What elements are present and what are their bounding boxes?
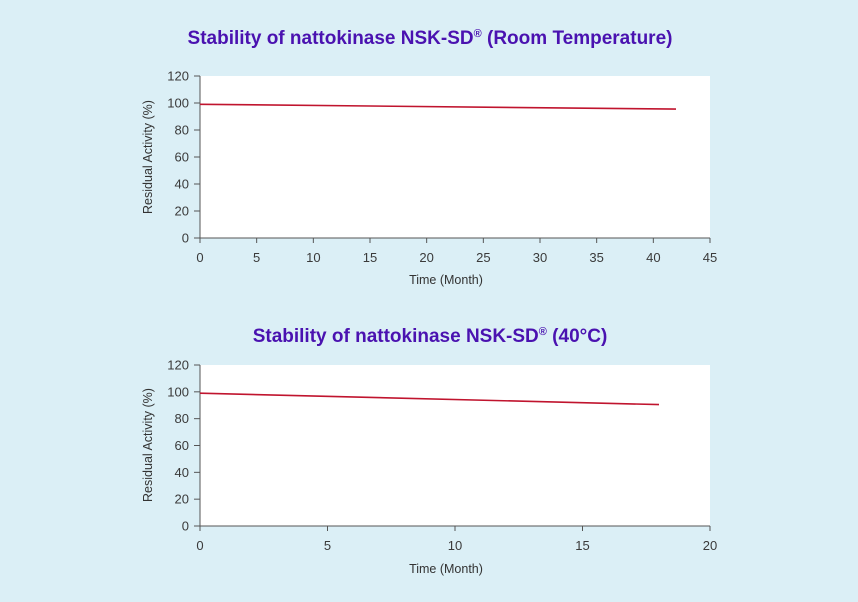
plot-area xyxy=(200,365,710,526)
x-tick-label: 5 xyxy=(253,250,260,265)
x-tick-label: 40 xyxy=(646,250,660,265)
y-tick-label: 60 xyxy=(175,438,189,453)
x-tick-label: 25 xyxy=(476,250,490,265)
x-tick-label: 0 xyxy=(196,538,203,553)
x-tick-label: 5 xyxy=(324,538,331,553)
y-tick-label: 60 xyxy=(175,150,189,165)
y-tick-label: 20 xyxy=(175,204,189,219)
y-tick-label: 120 xyxy=(167,358,189,373)
x-tick-label: 10 xyxy=(306,250,320,265)
y-tick-label: 40 xyxy=(175,177,189,192)
x-axis-label: Time (Month) xyxy=(409,562,483,576)
x-tick-label: 20 xyxy=(419,250,433,265)
y-tick-label: 40 xyxy=(175,465,189,480)
y-tick-label: 100 xyxy=(167,384,189,399)
chart-40c: Stability of nattokinase NSK-SD® (40°C) … xyxy=(141,326,717,576)
y-tick-label: 120 xyxy=(167,69,189,84)
x-tick-label: 10 xyxy=(448,538,462,553)
x-tick-label: 15 xyxy=(363,250,377,265)
y-axis-label: Residual Activity (%) xyxy=(141,100,155,214)
y-tick-label: 80 xyxy=(175,411,189,426)
y-tick-label: 80 xyxy=(175,123,189,138)
chart-room-temperature: Stability of nattokinase NSK-SD® (Room T… xyxy=(141,28,717,287)
x-tick-label: 30 xyxy=(533,250,547,265)
y-tick-label: 0 xyxy=(182,519,189,534)
x-tick-label: 45 xyxy=(703,250,717,265)
x-tick-label: 35 xyxy=(589,250,603,265)
x-tick-label: 20 xyxy=(703,538,717,553)
series-line xyxy=(199,103,677,110)
plot-area xyxy=(200,76,710,238)
x-tick-label: 0 xyxy=(196,250,203,265)
y-tick-label: 100 xyxy=(167,96,189,111)
chart-title: Stability of nattokinase NSK-SD® (40°C) xyxy=(253,326,608,347)
chart-title: Stability of nattokinase NSK-SD® (Room T… xyxy=(188,28,673,49)
x-axis-label: Time (Month) xyxy=(409,273,483,287)
y-tick-label: 20 xyxy=(175,492,189,507)
x-tick-label: 15 xyxy=(575,538,589,553)
y-tick-label: 0 xyxy=(182,231,189,246)
series-line xyxy=(199,392,660,406)
y-axis-label: Residual Activity (%) xyxy=(141,388,155,502)
